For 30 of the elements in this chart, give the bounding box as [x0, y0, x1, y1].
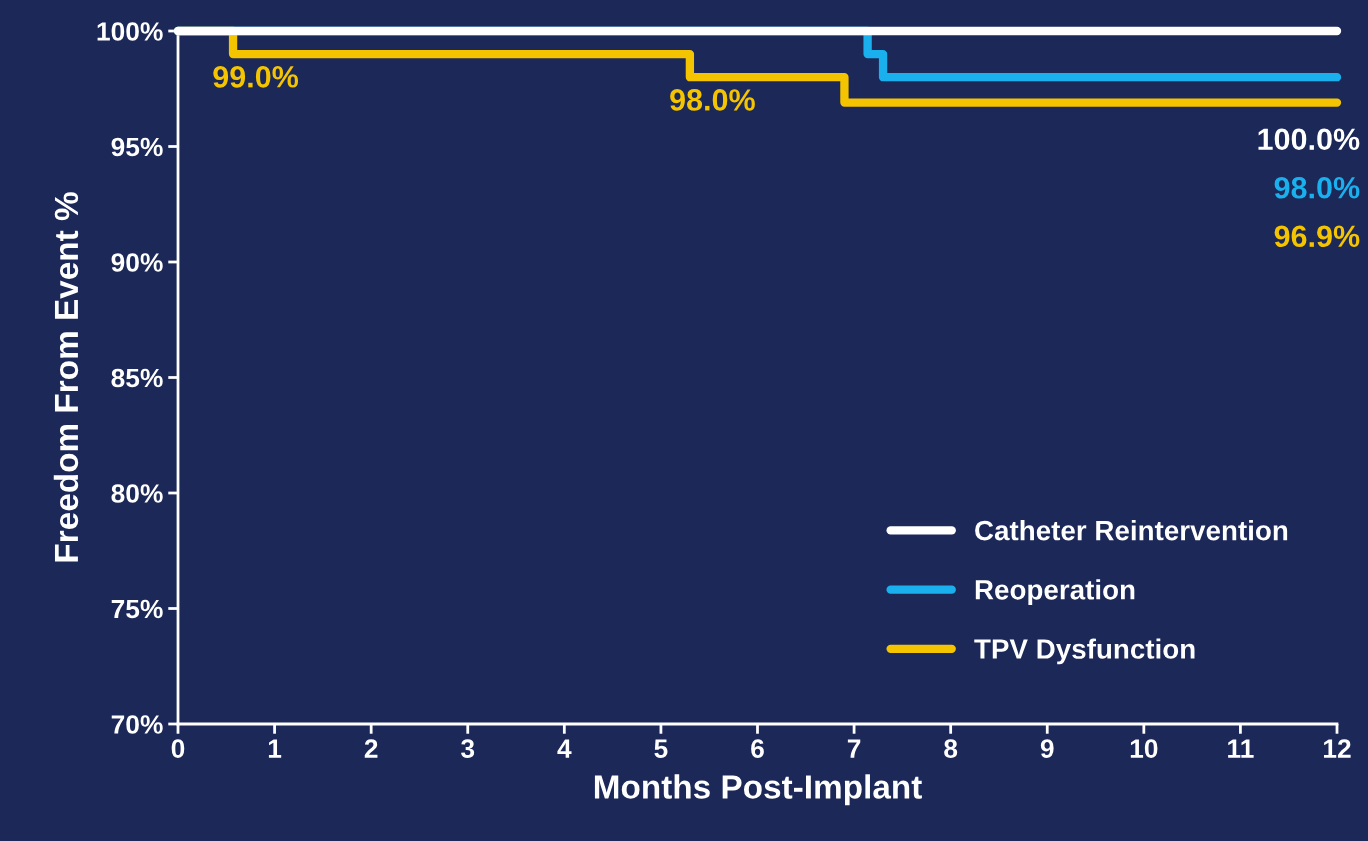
y-tick-label: 85%: [111, 368, 163, 388]
y-tick-label: 95%: [111, 137, 163, 157]
legend-label: Catheter Reintervention: [975, 520, 1288, 541]
x-tick-label: 8: [944, 739, 958, 758]
annotation: 100.0%: [1258, 128, 1360, 151]
x-tick-label: 0: [171, 739, 185, 758]
y-tick-label: 75%: [111, 599, 163, 619]
x-tick-label: 9: [1040, 739, 1054, 758]
annotation: 98.0%: [670, 89, 755, 111]
y-tick-label: 100%: [97, 22, 163, 41]
x-axis-title: Months Post-Implant: [594, 774, 922, 806]
x-tick-label: 4: [557, 739, 572, 758]
x-tick-label: 12: [1323, 739, 1351, 758]
annotation: 98.0%: [1274, 176, 1360, 199]
x-tick-label: 11: [1228, 739, 1254, 758]
annotation: 96.9%: [1274, 225, 1360, 248]
x-tick-label: 1: [268, 739, 282, 758]
y-tick-label: 90%: [111, 253, 163, 272]
x-tick-label: 10: [1130, 739, 1158, 758]
x-tick-label: 7: [847, 739, 861, 758]
x-tick-label: 5: [654, 739, 668, 758]
legend-label: TPV Dysfunction: [974, 638, 1195, 665]
x-tick-label: 6: [751, 739, 764, 758]
annotation: 99.0%: [213, 66, 299, 88]
x-tick-label: 3: [461, 739, 475, 758]
legend-label: Reoperation: [975, 579, 1135, 606]
y-axis-title: Freedom From Event %: [53, 192, 79, 562]
y-tick-label: 70%: [111, 715, 163, 734]
x-tick-label: 2: [364, 739, 378, 758]
y-tick-label: 80%: [111, 484, 163, 503]
